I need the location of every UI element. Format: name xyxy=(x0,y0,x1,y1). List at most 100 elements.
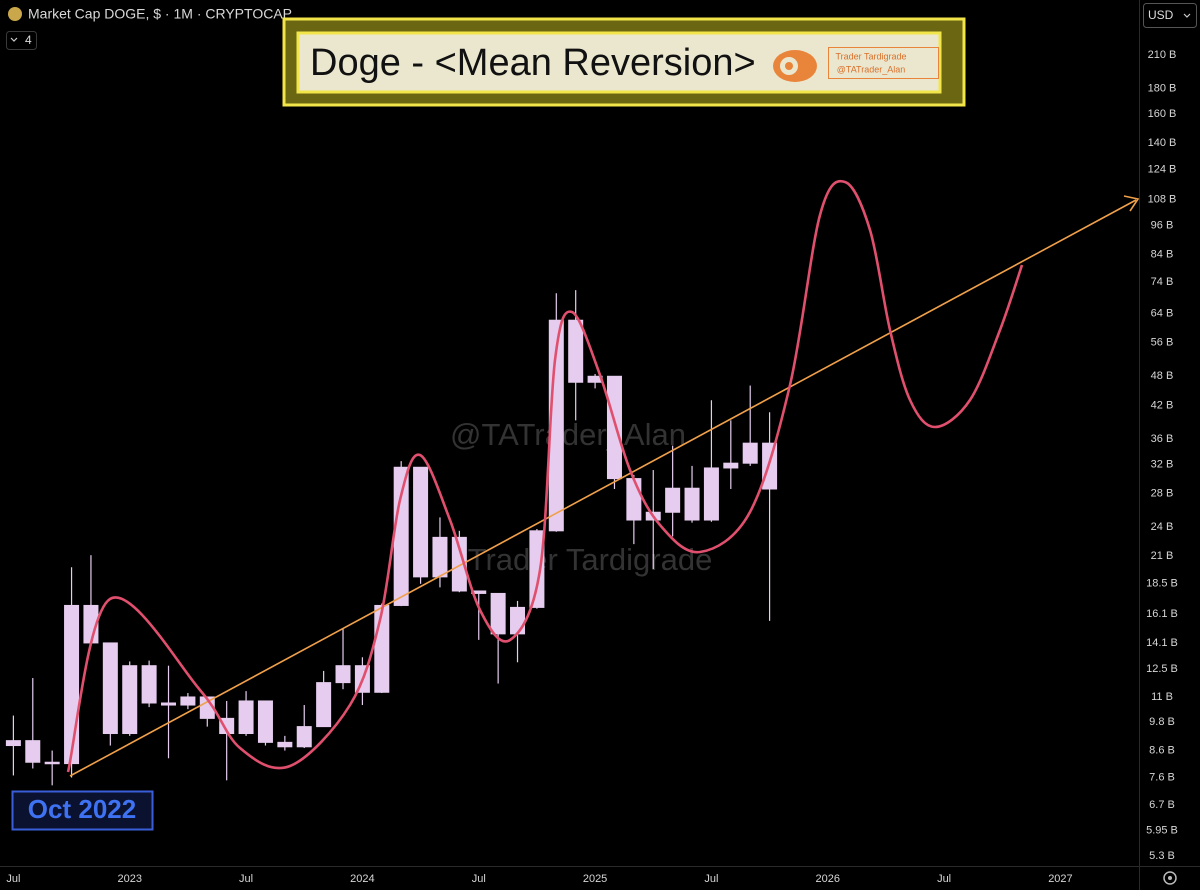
mean-reversion-wave xyxy=(66,180,1024,773)
x-tick-label: Jul xyxy=(239,873,253,885)
y-tick-label: 32 B xyxy=(1151,458,1174,470)
y-tick-label: 28 B xyxy=(1151,488,1174,500)
indicator-toggle[interactable]: 4 xyxy=(6,31,37,50)
candle xyxy=(684,465,700,523)
candle-body xyxy=(451,536,467,592)
x-tick-label: 2025 xyxy=(583,873,607,885)
headline: Doge - <Mean Reversion> xyxy=(310,42,756,84)
currency-select[interactable]: USD xyxy=(1143,3,1197,28)
indicator-toggle-box[interactable] xyxy=(6,31,37,50)
candle-body xyxy=(393,466,409,606)
y-tick-label: 74 B xyxy=(1151,276,1174,288)
settings-icon-center xyxy=(1168,876,1172,880)
y-tick-label: 6.7 B xyxy=(1149,799,1175,811)
candle xyxy=(238,691,254,736)
candle xyxy=(529,528,545,609)
candle-body xyxy=(510,606,526,635)
x-tick-label: Jul xyxy=(937,873,951,885)
candle-body xyxy=(374,604,390,693)
candle-body xyxy=(277,741,293,748)
x-tick-label: 2027 xyxy=(1048,873,1072,885)
logo-eye xyxy=(785,62,793,70)
y-tick-label: 12.5 B xyxy=(1146,663,1178,675)
candle xyxy=(25,678,41,769)
tardigrade-logo xyxy=(773,50,817,82)
badge-name: Trader Tardigrade xyxy=(835,51,906,61)
candle-body xyxy=(5,740,21,747)
watermark: Trader Tardigrade xyxy=(468,542,713,577)
y-tick-label: 108 B xyxy=(1148,194,1177,206)
symbol-logo xyxy=(8,7,22,21)
chevron-icon xyxy=(10,37,18,42)
settings-button[interactable] xyxy=(1163,871,1177,885)
candle xyxy=(141,660,157,708)
candle xyxy=(413,466,429,584)
candle xyxy=(665,445,681,537)
y-tick-label: 14.1 B xyxy=(1146,637,1178,649)
y-tick-label: 9.8 B xyxy=(1149,716,1175,728)
candle-body xyxy=(490,592,506,635)
candle xyxy=(703,400,719,522)
y-tick-label: 7.6 B xyxy=(1149,771,1175,783)
candle-body xyxy=(316,682,332,728)
arrow-head xyxy=(1123,195,1140,212)
y-tick-label: 56 B xyxy=(1151,337,1174,349)
callout-box xyxy=(11,790,154,831)
candle-body xyxy=(606,375,622,480)
trend-line-stroke xyxy=(69,199,1137,777)
y-tick-label: 160 B xyxy=(1148,108,1177,120)
candle-body xyxy=(413,466,429,578)
trend-line xyxy=(69,195,1140,777)
y-tick-label: 36 B xyxy=(1151,433,1174,445)
candle-body xyxy=(180,696,196,706)
candle xyxy=(762,412,778,621)
headline-panel xyxy=(296,31,942,94)
candle-body xyxy=(665,487,681,513)
candle xyxy=(296,705,312,749)
x-tick-label: Jul xyxy=(704,873,718,885)
candle-body xyxy=(44,761,60,765)
candle xyxy=(257,700,273,746)
y-tick-label: 11 B xyxy=(1151,691,1173,703)
candle-body xyxy=(723,462,739,469)
candle xyxy=(122,661,138,736)
candle-body xyxy=(296,726,312,748)
y-tick-label: 210 B xyxy=(1148,49,1177,61)
settings-icon[interactable] xyxy=(1163,871,1177,885)
y-tick-label: 42 B xyxy=(1151,399,1174,411)
x-tick-label: Jul xyxy=(6,873,20,885)
candle xyxy=(393,461,409,607)
y-tick-label: 18.5 B xyxy=(1146,578,1178,590)
candle-body xyxy=(432,536,448,578)
y-tick-label: 5.95 B xyxy=(1146,825,1178,837)
candle xyxy=(723,420,739,489)
indicator-count: 4 xyxy=(25,33,32,47)
y-tick-label: 124 B xyxy=(1148,164,1177,176)
y-tick-label: 5.3 B xyxy=(1149,850,1175,862)
y-tick-label: 8.6 B xyxy=(1149,744,1175,756)
y-tick-label: 48 B xyxy=(1151,370,1174,382)
candle-body xyxy=(122,665,138,735)
y-tick-label: 96 B xyxy=(1151,219,1174,231)
y-tick-label: 24 B xyxy=(1151,521,1174,533)
callout-label: Oct 2022 xyxy=(28,794,136,824)
candle-body xyxy=(238,700,254,735)
x-tick-label: 2024 xyxy=(350,873,374,885)
y-tick-label: 21 B xyxy=(1151,550,1174,562)
candles xyxy=(5,290,778,786)
y-tick-label: 180 B xyxy=(1148,82,1177,94)
x-tick-label: 2026 xyxy=(816,873,840,885)
candle-body xyxy=(64,604,80,765)
candle xyxy=(742,385,758,466)
candle-body xyxy=(25,740,41,763)
candle-body xyxy=(568,319,584,383)
watermark: @TATrader_Alan xyxy=(450,417,686,452)
y-tick-label: 140 B xyxy=(1148,137,1177,149)
currency-box[interactable] xyxy=(1143,3,1197,28)
candle-body xyxy=(626,478,642,521)
candle xyxy=(335,628,351,690)
candle-body xyxy=(529,530,545,608)
